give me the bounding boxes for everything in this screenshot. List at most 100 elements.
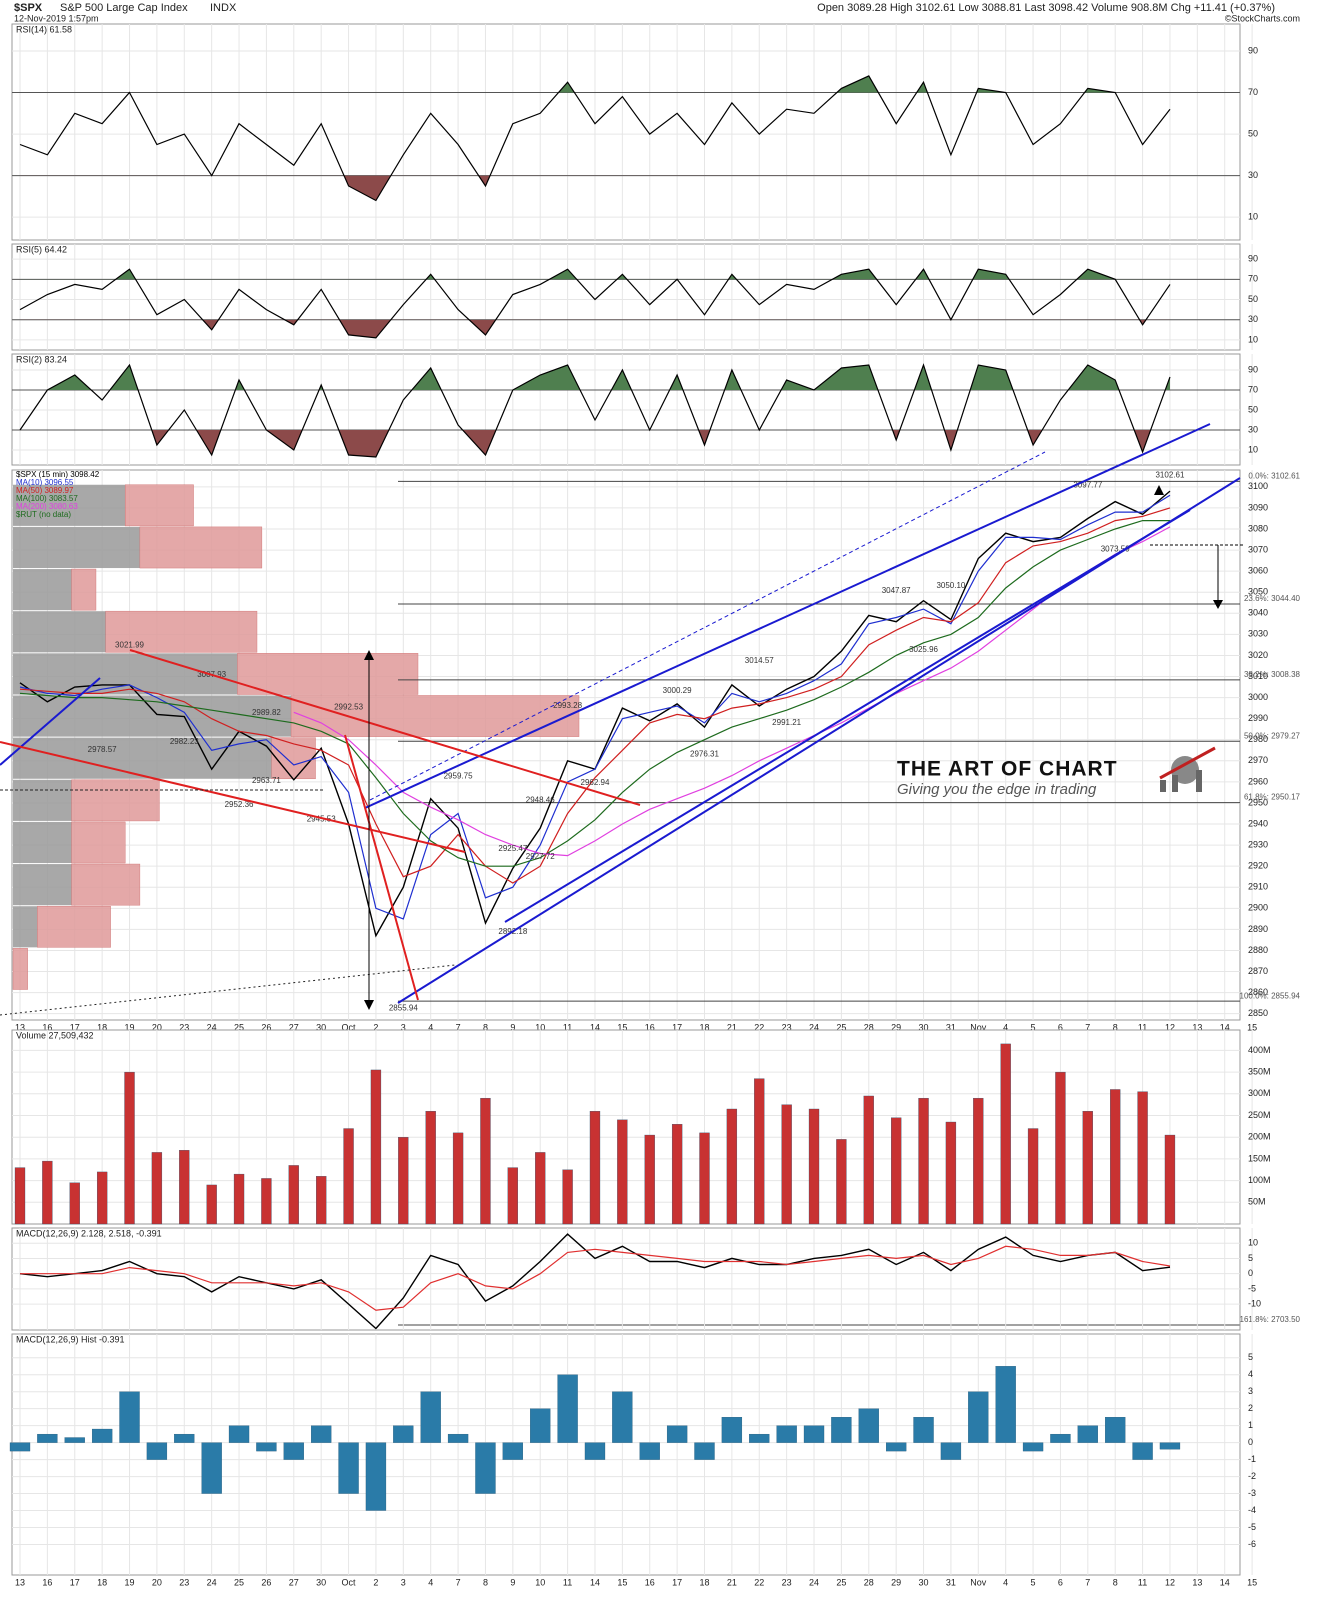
x-tick-label: 29 [891, 1577, 901, 1587]
bar [612, 1391, 633, 1443]
point-label: 2982.23 [170, 737, 199, 746]
bar [918, 1097, 929, 1225]
x-tick-label: 28 [864, 1577, 874, 1587]
date: 12-Nov-2019 1:57pm [14, 13, 99, 23]
trendline [369, 451, 1046, 801]
point-label: 3073.59 [1101, 545, 1130, 554]
x-tick-label: 7 [456, 1022, 461, 1032]
y-tick-label: 2880 [1248, 945, 1268, 955]
point-label: 3025.96 [909, 645, 938, 654]
trendline [0, 964, 456, 1016]
x-tick-label: 7 [1085, 1577, 1090, 1587]
bar [886, 1442, 907, 1452]
volume-by-price-up [290, 695, 580, 737]
series-line [19, 520, 1170, 867]
bar [96, 1171, 108, 1225]
x-tick-label: 23 [782, 1577, 792, 1587]
x-tick-label: 30 [316, 1577, 326, 1587]
bar [617, 1119, 628, 1225]
y-tick-label: -2 [1248, 1471, 1256, 1481]
x-tick-label: 17 [70, 1577, 80, 1587]
point-label: 2992.53 [334, 702, 363, 711]
series-line [20, 1245, 1171, 1311]
y-tick-label: 200M [1248, 1132, 1271, 1142]
bar [452, 1132, 464, 1225]
y-tick-label: 400M [1248, 1045, 1271, 1055]
point-label: 2952.36 [225, 800, 254, 809]
legend-entry: MA(200) 3080.63 [16, 502, 78, 511]
legend-entry: MA(10) 3096.55 [16, 478, 74, 487]
bar [370, 1069, 382, 1225]
x-tick-label: 24 [809, 1577, 819, 1587]
x-tick-label: 26 [261, 1022, 271, 1032]
y-tick-label: 150M [1248, 1153, 1271, 1163]
point-label: 2959.75 [444, 772, 473, 781]
y-tick-label: 30 [1248, 424, 1258, 434]
panel-title: MACD(12,26,9) Hist -0.391 [16, 1334, 125, 1344]
y-tick-label: 70 [1248, 274, 1258, 284]
y-tick-label: 10 [1248, 444, 1258, 454]
point-label: 2962.94 [581, 778, 610, 787]
bar [831, 1417, 852, 1443]
y-tick-label: 2940 [1248, 818, 1268, 828]
point-label: 3047.87 [882, 586, 911, 595]
x-tick-label: Oct [342, 1577, 357, 1587]
bar [480, 1097, 491, 1225]
bar [283, 1442, 304, 1460]
series-line [19, 1233, 1171, 1330]
bar [589, 1111, 601, 1225]
fib-label: 50.0%: 2979.27 [1244, 731, 1301, 740]
x-tick-label: 14 [590, 1022, 600, 1032]
y-tick-label: 3000 [1248, 692, 1268, 702]
bar [288, 1165, 299, 1225]
x-tick-label: 28 [864, 1022, 874, 1032]
x-tick-label: 11 [1138, 1577, 1147, 1587]
bar [42, 1160, 53, 1225]
bar [201, 1442, 222, 1494]
x-tick-label: 24 [809, 1022, 819, 1032]
legend-entry: $SPX (15 min) 3098.42 [16, 470, 100, 479]
fib-label: 61.8%: 2950.17 [1244, 793, 1301, 802]
overbought-fill [129, 75, 1116, 93]
y-tick-label: 3050 [1248, 587, 1268, 597]
y-tick-label: 3090 [1248, 502, 1268, 512]
y-tick-label: 3070 [1248, 544, 1268, 554]
quote: Open 3089.28 High 3102.61 Low 3088.81 La… [817, 2, 1275, 14]
point-label: 2963.71 [252, 776, 281, 785]
y-tick-label: -1 [1248, 1454, 1256, 1464]
y-tick-label: 100M [1248, 1175, 1271, 1185]
legend-entry: MA(100) 3083.57 [16, 494, 78, 503]
y-tick-label: 2 [1248, 1403, 1253, 1413]
bar [940, 1442, 962, 1460]
bar [91, 1428, 113, 1443]
bar [256, 1442, 277, 1452]
y-tick-label: 50 [1248, 128, 1258, 138]
bar [1000, 1043, 1011, 1225]
x-tick-label: 15 [1247, 1022, 1257, 1032]
bar [1110, 1089, 1121, 1225]
bar [535, 1152, 546, 1225]
overbought-fill [20, 365, 1170, 390]
bar [726, 1108, 738, 1225]
series-line [19, 268, 1171, 339]
x-tick-label: 31 [946, 1577, 956, 1587]
y-tick-label: 2910 [1248, 882, 1268, 892]
series-line [19, 363, 1171, 458]
bar [858, 1408, 879, 1443]
y-tick-label: 0 [1248, 1268, 1253, 1278]
bar [1159, 1442, 1181, 1450]
y-tick-label: 50 [1248, 294, 1258, 304]
credit: ©StockCharts.com [1225, 13, 1300, 23]
volume-by-price-up [271, 737, 316, 780]
bar [398, 1137, 409, 1225]
y-tick-label: 90 [1248, 364, 1258, 374]
trendline [364, 423, 1211, 809]
x-tick-label: 2 [373, 1577, 378, 1587]
bar [420, 1391, 441, 1443]
x-tick-label: 8 [483, 1577, 488, 1587]
bar [151, 1152, 163, 1225]
y-tick-label: 5 [1248, 1253, 1253, 1263]
y-tick-label: 10 [1248, 1238, 1258, 1248]
bar [447, 1433, 469, 1443]
